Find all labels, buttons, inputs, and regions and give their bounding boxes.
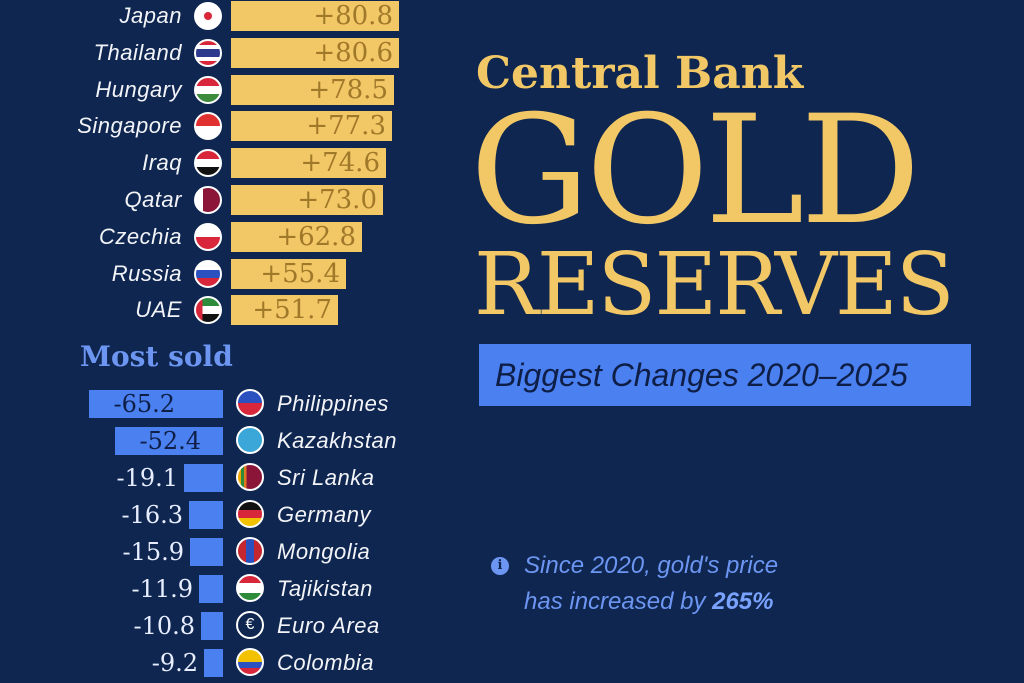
bar <box>201 612 223 640</box>
bar: +78.5 <box>231 74 394 105</box>
bar-value-label: -9.2 <box>151 649 198 677</box>
most-sold-title: Most sold <box>80 340 233 373</box>
colombia-flag-icon <box>236 648 264 676</box>
bar-value-label: -10.8 <box>133 612 195 640</box>
hungary-flag-icon <box>194 75 222 104</box>
country-label: Thailand <box>93 39 182 65</box>
bought-row: Thailand +80.6 <box>0 37 410 68</box>
country-label: Iraq <box>142 150 182 176</box>
bar: +77.3 <box>231 111 392 142</box>
country-label: Euro Area <box>277 613 380 638</box>
bar <box>190 538 223 566</box>
bought-row: Russia +55.4 <box>0 258 410 289</box>
note-line-1: Since 2020, gold's price <box>524 552 779 579</box>
germany-flag-icon <box>236 500 264 528</box>
thailand-flag-icon <box>194 38 222 67</box>
bar <box>184 464 223 492</box>
sold-row: -52.4 Kazakhstan <box>0 426 420 456</box>
country-label: Qatar <box>124 187 182 212</box>
czechia-flag-icon <box>194 222 222 251</box>
sold-row: -10.8 € Euro Area <box>0 611 420 641</box>
iraq-flag-icon <box>194 149 222 178</box>
sold-row: -15.9 Mongolia <box>0 537 420 567</box>
bought-row: Hungary +78.5 <box>0 74 410 105</box>
country-label: UAE <box>135 297 182 323</box>
sold-row: -19.1 Sri Lanka <box>0 463 420 493</box>
sold-row: -11.9 Tajikistan <box>0 574 420 604</box>
bar-value-label: +74.6 <box>300 148 380 179</box>
uae-flag-icon <box>194 296 222 325</box>
subtitle: Biggest Changes 2020–2025 <box>495 357 908 393</box>
bar: +73.0 <box>231 185 383 215</box>
bar-value-label: +55.4 <box>260 258 340 289</box>
bar: +80.8 <box>231 1 399 31</box>
tajikistan-flag-icon <box>236 574 264 602</box>
country-label: Czechia <box>99 223 182 249</box>
country-label: Kazakhstan <box>277 428 397 453</box>
mongolia-flag-icon <box>236 537 264 565</box>
bar-value-label: -15.9 <box>122 538 184 566</box>
country-label: Hungary <box>95 76 182 102</box>
title-central-bank: Central Bank <box>476 48 804 99</box>
country-label: Philippines <box>277 391 389 416</box>
bar-value-label: -19.1 <box>116 464 178 492</box>
bar-value-label: -16.3 <box>121 501 183 529</box>
title-reserves: RESERVES <box>474 235 955 335</box>
singapore-flag-icon <box>194 112 222 141</box>
note-prefix: has increased by <box>524 588 713 615</box>
bar: +62.8 <box>231 221 362 252</box>
country-label: Colombia <box>277 650 374 675</box>
bought-row: UAE +51.7 <box>0 295 410 326</box>
bar-value-label: +80.8 <box>313 1 393 31</box>
bought-row: Qatar +73.0 <box>0 185 410 215</box>
sold-row: -16.3 Germany <box>0 500 420 530</box>
sold-row: -65.2 Philippines <box>0 389 420 419</box>
qatar-flag-icon <box>194 186 222 214</box>
bar <box>89 390 223 418</box>
sri-lanka-flag-icon <box>236 463 264 491</box>
country-label: Sri Lanka <box>277 465 375 490</box>
bar: +55.4 <box>231 258 346 289</box>
subtitle-box: Biggest Changes 2020–2025 <box>479 344 971 406</box>
russia-flag-icon <box>194 259 222 288</box>
bar-value-label: +73.0 <box>297 185 377 215</box>
bought-row: Japan +80.8 <box>0 1 410 31</box>
note-value: 265% <box>712 588 774 615</box>
bar: +51.7 <box>231 295 338 326</box>
japan-flag-icon <box>194 2 222 30</box>
bar-value-label: +77.3 <box>306 111 386 142</box>
bought-row: Singapore +77.3 <box>0 111 410 142</box>
philippines-flag-icon <box>236 389 264 417</box>
bar-value-label: +51.7 <box>252 295 332 326</box>
country-label: Tajikistan <box>277 576 373 601</box>
bar-value-label: -11.9 <box>131 575 193 603</box>
bar: +80.6 <box>231 37 399 68</box>
title-gold: GOLD <box>470 84 921 258</box>
bought-row: Iraq +74.6 <box>0 148 410 179</box>
sold-row: -9.2 Colombia <box>0 648 420 678</box>
bar <box>204 649 223 677</box>
euro-area-flag-icon: € <box>236 611 264 639</box>
country-label: Mongolia <box>277 539 371 564</box>
kazakhstan-flag-icon <box>236 426 264 454</box>
country-label: Germany <box>277 502 371 527</box>
bar <box>189 501 223 529</box>
bar-value-label: +80.6 <box>313 37 393 68</box>
note-line-2: has increased by 265% <box>524 588 774 616</box>
bar-value-label: +62.8 <box>276 221 356 252</box>
bar <box>199 575 223 603</box>
country-label: Singapore <box>77 113 182 139</box>
bar-value-label: -65.2 <box>113 390 175 418</box>
info-icon: i <box>491 557 509 575</box>
bar <box>115 427 223 455</box>
country-label: Russia <box>111 260 182 286</box>
bar-value-label: -52.4 <box>139 427 201 455</box>
country-label: Japan <box>119 3 182 28</box>
bar-value-label: +78.5 <box>308 74 388 105</box>
bar: +74.6 <box>231 148 386 179</box>
bought-row: Czechia +62.8 <box>0 221 410 252</box>
